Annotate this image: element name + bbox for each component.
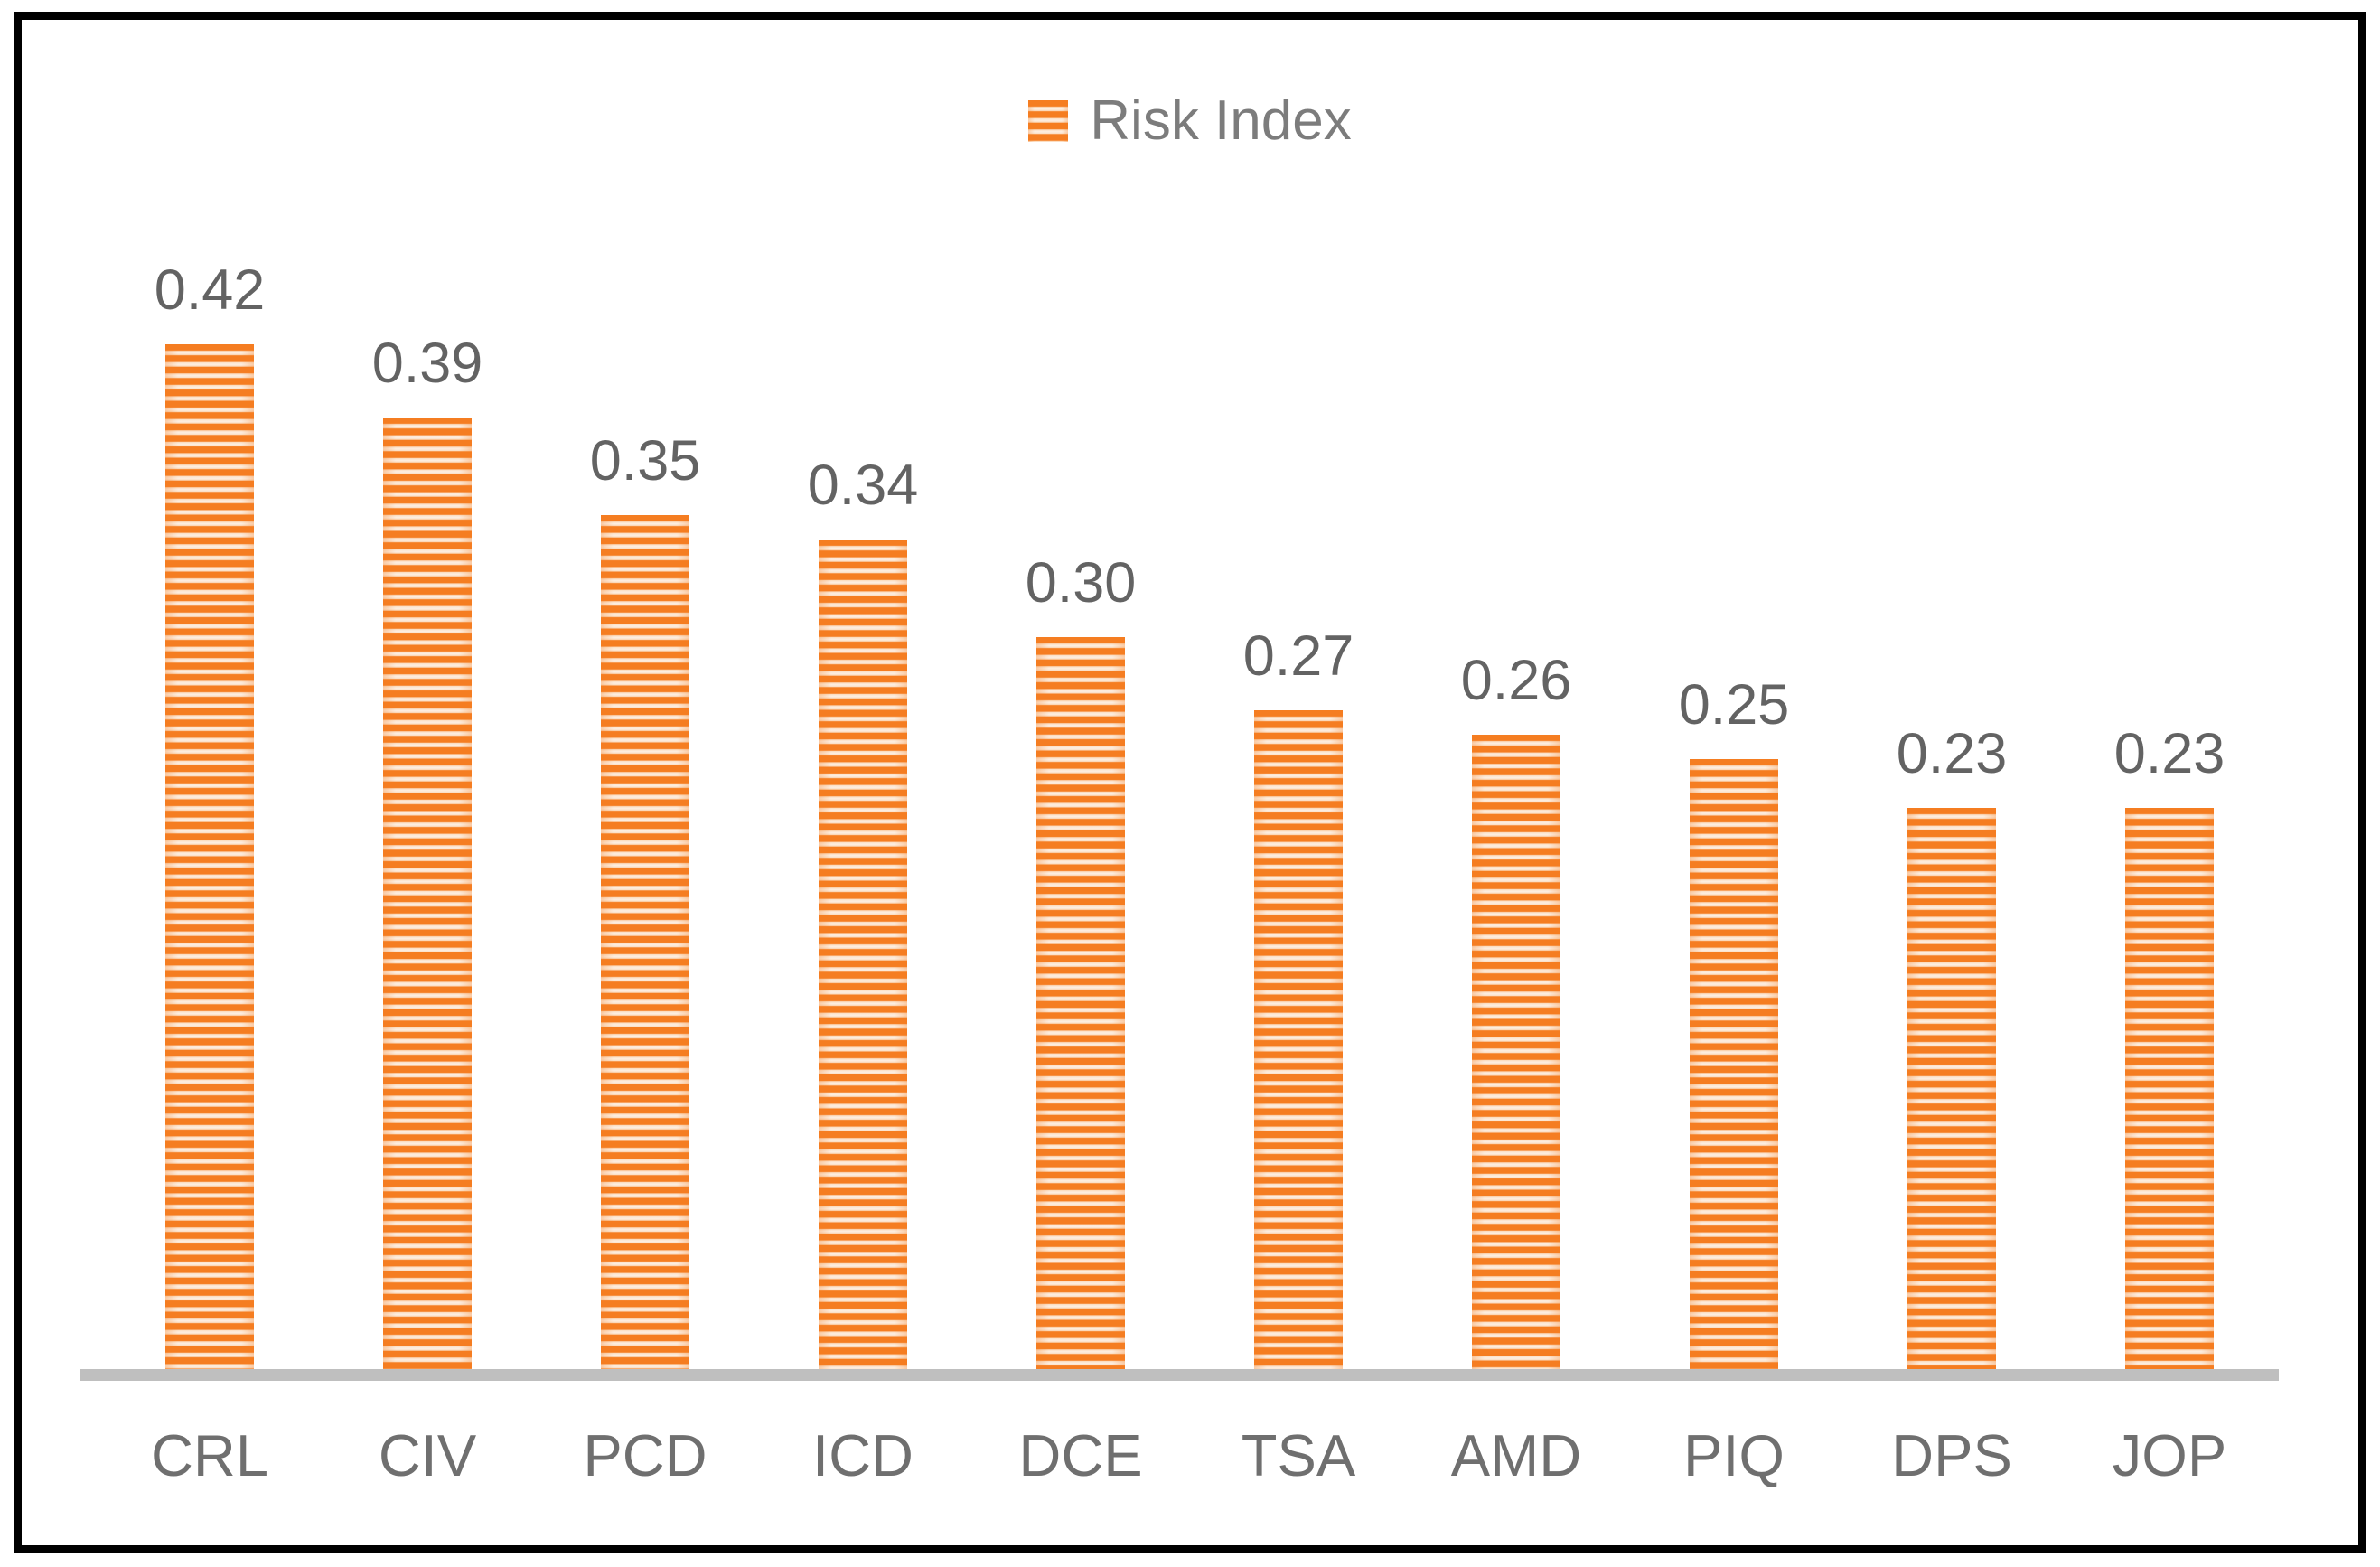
x-axis-line [80, 1369, 2279, 1381]
bar-dce [1036, 637, 1125, 1369]
legend: Risk Index [0, 93, 2380, 149]
bar-tsa [1254, 710, 1343, 1369]
category-label-pcd: PCD [583, 1422, 707, 1488]
bar-crl [165, 344, 254, 1369]
bar-value-label-piq: 0.25 [1678, 673, 1790, 737]
category-label-amd: AMD [1450, 1422, 1582, 1488]
bar-pcd [601, 515, 689, 1369]
category-label-civ: CIV [378, 1422, 477, 1488]
bar-amd [1472, 735, 1560, 1369]
chart-border [14, 12, 2366, 1553]
bar-value-label-jop: 0.23 [2113, 722, 2225, 785]
legend-swatch-icon [1028, 100, 1069, 142]
category-label-dce: DCE [1018, 1422, 1143, 1488]
bar-value-label-crl: 0.42 [154, 258, 266, 322]
category-label-dps: DPS [1891, 1422, 2012, 1488]
bar-dps [1907, 808, 1996, 1369]
bar-value-label-civ: 0.39 [371, 332, 483, 395]
bar-value-label-tsa: 0.27 [1242, 624, 1354, 688]
bar-civ [383, 418, 472, 1369]
category-label-jop: JOP [2112, 1422, 2227, 1488]
category-label-piq: PIQ [1683, 1422, 1785, 1488]
bar-value-label-dps: 0.23 [1896, 722, 2008, 785]
category-label-icd: ICD [812, 1422, 914, 1488]
bar-value-label-amd: 0.26 [1460, 649, 1572, 712]
category-label-tsa: TSA [1241, 1422, 1356, 1488]
bar-value-label-icd: 0.34 [807, 454, 919, 517]
bar-value-label-pcd: 0.35 [589, 429, 701, 493]
bar-value-label-dce: 0.30 [1025, 551, 1137, 615]
bar-icd [819, 540, 907, 1369]
bar-piq [1690, 759, 1778, 1369]
legend-label: Risk Index [1090, 89, 1352, 152]
category-label-crl: CRL [150, 1422, 269, 1488]
bar-jop [2125, 808, 2214, 1369]
